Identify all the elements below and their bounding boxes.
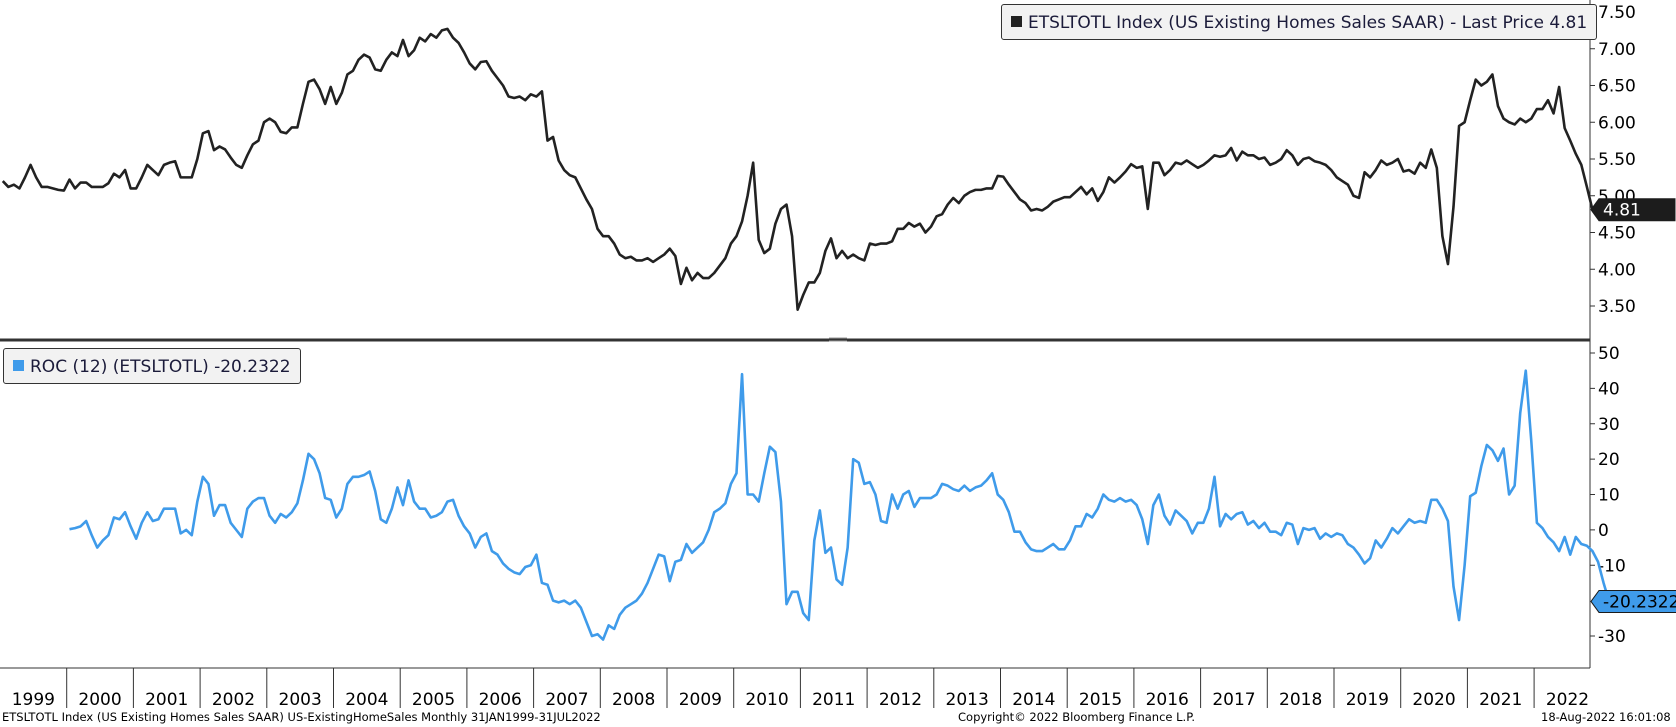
legend-swatch-black bbox=[1011, 16, 1022, 27]
legend-bottom[interactable]: ROC (12) (ETSLTOTL) -20.2322 bbox=[3, 348, 301, 384]
y-tick-label-bottom: -30 bbox=[1598, 627, 1626, 647]
x-year-label: 2004 bbox=[345, 690, 388, 710]
last-value-badge-bottom bbox=[1590, 589, 1676, 613]
y-tick-label-bottom: 10 bbox=[1598, 486, 1620, 506]
y-tick-label-top: 7.50 bbox=[1598, 3, 1636, 23]
y-tick-label-top: 4.50 bbox=[1598, 224, 1636, 244]
series-line-bottom bbox=[69, 369, 1611, 641]
x-year-label: 2018 bbox=[1279, 690, 1322, 710]
x-year-label: 2003 bbox=[279, 690, 322, 710]
x-year-label: 2016 bbox=[1146, 690, 1189, 710]
footer-left: ETSLTOTL Index (US Existing Homes Sales … bbox=[2, 710, 601, 724]
y-tick-label-bottom: 50 bbox=[1598, 344, 1620, 364]
x-year-label: 2021 bbox=[1479, 690, 1522, 710]
x-year-label: 2020 bbox=[1412, 690, 1455, 710]
last-value-badge-top bbox=[1590, 198, 1676, 222]
x-year-label: 2000 bbox=[78, 690, 121, 710]
y-tick-label-bottom: 20 bbox=[1598, 450, 1620, 470]
x-year-label: 2002 bbox=[212, 690, 255, 710]
y-tick-label-top: 7.00 bbox=[1598, 40, 1636, 60]
legend-swatch-blue bbox=[13, 360, 24, 371]
last-value-label-top: 4.81 bbox=[1603, 201, 1641, 221]
footer-center: Copyright© 2022 Bloomberg Finance L.P. bbox=[958, 710, 1195, 724]
x-year-label: 2014 bbox=[1012, 690, 1055, 710]
x-year-label: 2011 bbox=[812, 690, 855, 710]
y-tick-label-top: 4.00 bbox=[1598, 260, 1636, 280]
x-year-label: 2001 bbox=[145, 690, 188, 710]
legend-top-text: ETSLTOTL Index (US Existing Homes Sales … bbox=[1028, 13, 1588, 33]
x-year-label: 2006 bbox=[479, 690, 522, 710]
y-tick-label-top: 5.50 bbox=[1598, 150, 1636, 170]
last-value-label-bottom: -20.2322 bbox=[1603, 592, 1676, 612]
x-year-label: 2012 bbox=[879, 690, 922, 710]
x-year-label: 1999 bbox=[12, 690, 55, 710]
y-tick-label-bottom: -10 bbox=[1598, 556, 1626, 576]
legend-bottom-text: ROC (12) (ETSLTOTL) -20.2322 bbox=[30, 357, 291, 377]
y-tick-label-top: 6.00 bbox=[1598, 113, 1636, 133]
legend-top[interactable]: ETSLTOTL Index (US Existing Homes Sales … bbox=[1001, 4, 1598, 40]
x-year-label: 2022 bbox=[1546, 690, 1589, 710]
y-tick-label-bottom: 30 bbox=[1598, 415, 1620, 435]
y-tick-label-top: 3.50 bbox=[1598, 297, 1636, 317]
footer-right: 18-Aug-2022 16:01:08 bbox=[1541, 710, 1671, 724]
x-year-label: 2017 bbox=[1212, 690, 1255, 710]
x-year-label: 2013 bbox=[946, 690, 989, 710]
x-year-label: 2009 bbox=[679, 690, 722, 710]
x-year-label: 2005 bbox=[412, 690, 455, 710]
x-year-label: 2019 bbox=[1346, 690, 1389, 710]
y-tick-label-bottom: 40 bbox=[1598, 379, 1620, 399]
y-tick-label-bottom: 0 bbox=[1598, 521, 1609, 541]
series-line-top bbox=[1, 27, 1594, 311]
y-tick-label-top: 6.50 bbox=[1598, 77, 1636, 97]
x-year-label: 2007 bbox=[545, 690, 588, 710]
x-year-label: 2015 bbox=[1079, 690, 1122, 710]
x-year-label: 2010 bbox=[745, 690, 788, 710]
x-year-label: 2008 bbox=[612, 690, 655, 710]
